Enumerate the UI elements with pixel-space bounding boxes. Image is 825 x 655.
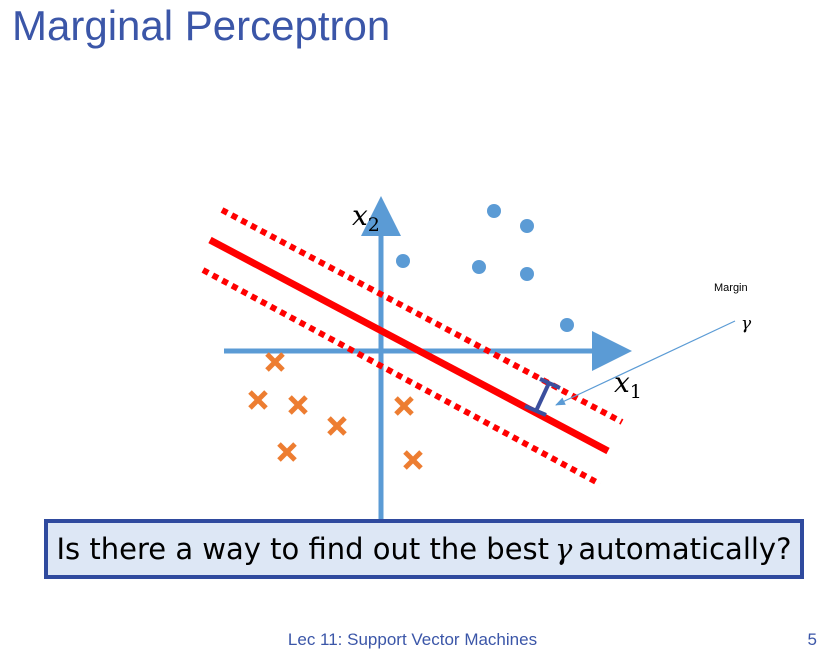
positive-point (396, 254, 410, 268)
slide-title: Marginal Perceptron (12, 2, 391, 49)
positive-point (487, 204, 501, 218)
question-callout: Is there a way to find out the best γ au… (44, 519, 804, 579)
positive-point (520, 267, 534, 281)
upper-margin-line (220, 207, 624, 425)
gamma-label: γ (741, 314, 752, 334)
lower-margin-line (201, 267, 602, 487)
margin-label: Margin (714, 282, 748, 294)
positive-point (520, 219, 534, 233)
slide-footer: Lec 11: Support Vector Machines (287, 630, 538, 649)
positive-points (396, 204, 574, 332)
x1-axis-label: x1 (614, 366, 642, 403)
negative-point (394, 396, 414, 416)
margin-bar (524, 377, 561, 417)
negative-point (265, 352, 285, 372)
callout-text-after: automatically? (578, 532, 792, 566)
callout-gamma: γ (555, 532, 573, 566)
positive-point (560, 318, 574, 332)
positive-point (472, 260, 486, 274)
decision-boundary (208, 236, 610, 455)
x2-axis-label: x2 (352, 199, 380, 236)
callout-text-before: Is there a way to find out the best (56, 532, 550, 566)
gamma-pointer (555, 320, 736, 406)
negative-point (403, 450, 423, 470)
negative-point (277, 442, 297, 462)
page-number: 5 (807, 630, 817, 649)
negative-points (248, 352, 423, 470)
negative-point (248, 390, 268, 410)
negative-point (288, 395, 308, 415)
negative-point (327, 416, 347, 436)
